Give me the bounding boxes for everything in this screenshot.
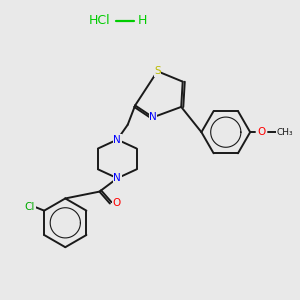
Text: N: N (113, 135, 121, 145)
Text: S: S (154, 66, 161, 76)
Text: N: N (149, 112, 157, 122)
Text: H: H (138, 14, 147, 27)
Text: N: N (113, 173, 121, 183)
Text: CH₃: CH₃ (276, 128, 293, 137)
Text: HCl: HCl (89, 14, 110, 27)
Text: Cl: Cl (25, 202, 35, 212)
Text: O: O (112, 199, 121, 208)
Text: O: O (257, 127, 265, 137)
